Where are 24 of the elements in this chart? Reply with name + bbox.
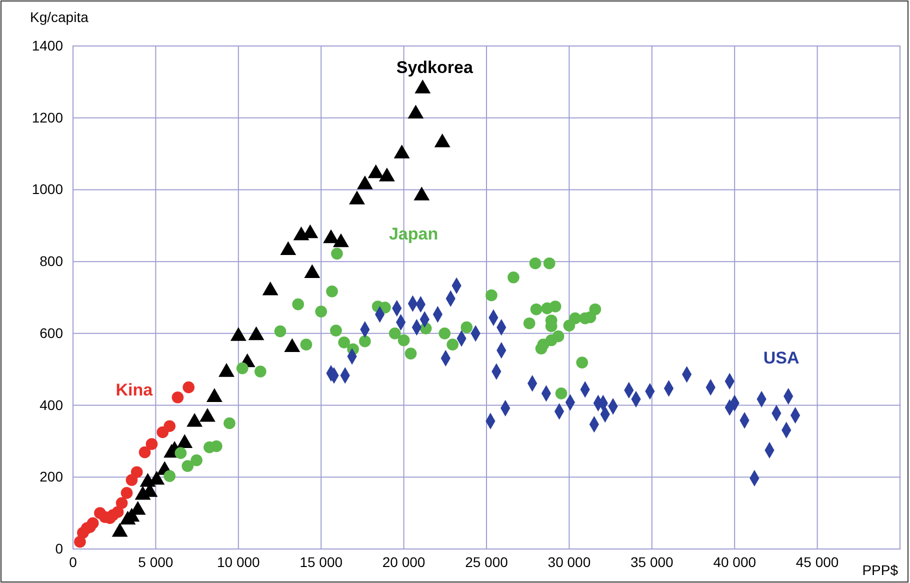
series-label: USA [763, 348, 800, 368]
series-label: Sydkorea [396, 58, 474, 77]
y-tick-label: 1200 [32, 109, 64, 126]
x-tick-label: 25 000 [465, 554, 508, 570]
x-tick-label: 45 000 [796, 554, 839, 570]
series-label: Kina [116, 380, 154, 400]
x-tick-label: 10 000 [216, 554, 260, 570]
y-axis-title: Kg/capita [30, 9, 89, 25]
x-tick-label: 40 000 [713, 554, 756, 570]
y-tick-label: 600 [40, 324, 64, 341]
y-tick-label: 0 [55, 540, 64, 556]
x-tick-label: 35 000 [630, 554, 674, 570]
y-tick-label: 200 [40, 468, 64, 485]
y-tick-label: 400 [40, 396, 64, 413]
x-tick-label: 15 000 [300, 554, 343, 570]
x-axis-title: PPP$ [862, 562, 898, 578]
y-tick-label: 1400 [32, 37, 64, 54]
x-tick-label: 5 000 [138, 554, 174, 570]
x-tick-label: 0 [69, 554, 78, 570]
x-tick-label: 20 000 [382, 554, 426, 570]
x-tick-label: 30 000 [548, 554, 591, 570]
text: Japan [388, 224, 438, 244]
y-tick-label: 800 [40, 253, 64, 270]
y-tick-label: 1000 [32, 181, 64, 198]
